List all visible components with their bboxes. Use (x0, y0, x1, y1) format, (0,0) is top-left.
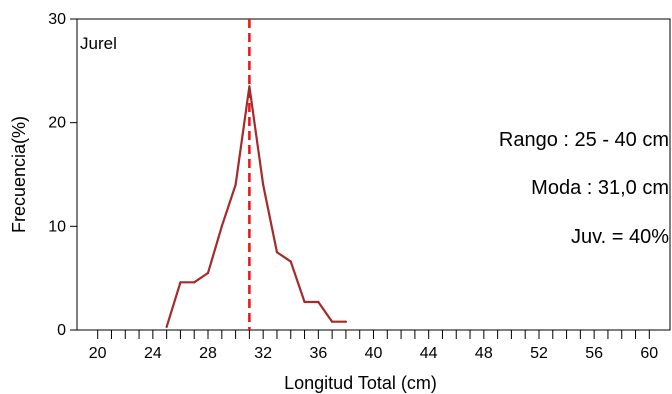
y-tick-label: 20 (48, 115, 66, 132)
x-tick-label: 36 (309, 345, 327, 362)
data-point (206, 271, 210, 275)
annotation-juvenile: Juv. = 40% (571, 226, 669, 248)
y-tick-label: 30 (48, 11, 66, 28)
x-tick-label: 32 (254, 345, 272, 362)
series-points (165, 85, 348, 328)
data-point (234, 183, 237, 186)
data-point (344, 320, 348, 323)
x-tick-label: 24 (144, 345, 162, 362)
frequency-series-line (165, 85, 346, 328)
data-point (317, 300, 320, 304)
x-tick-label: 40 (365, 345, 383, 362)
data-point (289, 260, 292, 263)
x-axis-ticks: 20 24 28 32 36 40 44 48 52 56 60 (89, 330, 658, 362)
x-axis-label: Longitud Total (cm) (284, 373, 437, 393)
x-tick-label: 44 (420, 345, 438, 362)
x-tick-label: 56 (585, 345, 603, 362)
y-tick-label: 0 (57, 322, 66, 339)
data-point (275, 251, 279, 254)
y-axis-label: Frecuencia(%) (9, 116, 29, 233)
data-point (193, 281, 196, 284)
data-point (262, 183, 265, 186)
x-tick-label: 48 (475, 345, 493, 362)
data-point (303, 300, 306, 304)
data-point (179, 281, 182, 284)
data-point (165, 325, 168, 328)
data-point (248, 85, 251, 88)
x-tick-label: 60 (640, 345, 658, 362)
annotation-mode: Moda : 31,0 cm (531, 177, 669, 199)
data-point (331, 320, 334, 323)
data-point (220, 225, 223, 228)
plot-frame (76, 18, 671, 331)
y-axis-ticks: 0 10 20 30 (48, 11, 77, 339)
x-tick-label: 20 (89, 345, 107, 362)
species-label: Jurel (80, 34, 117, 53)
x-tick-label: 28 (199, 345, 217, 362)
y-tick-label: 10 (48, 218, 66, 235)
x-tick-label: 52 (530, 345, 548, 362)
annotation-range: Rango : 25 - 40 cm (499, 129, 669, 151)
